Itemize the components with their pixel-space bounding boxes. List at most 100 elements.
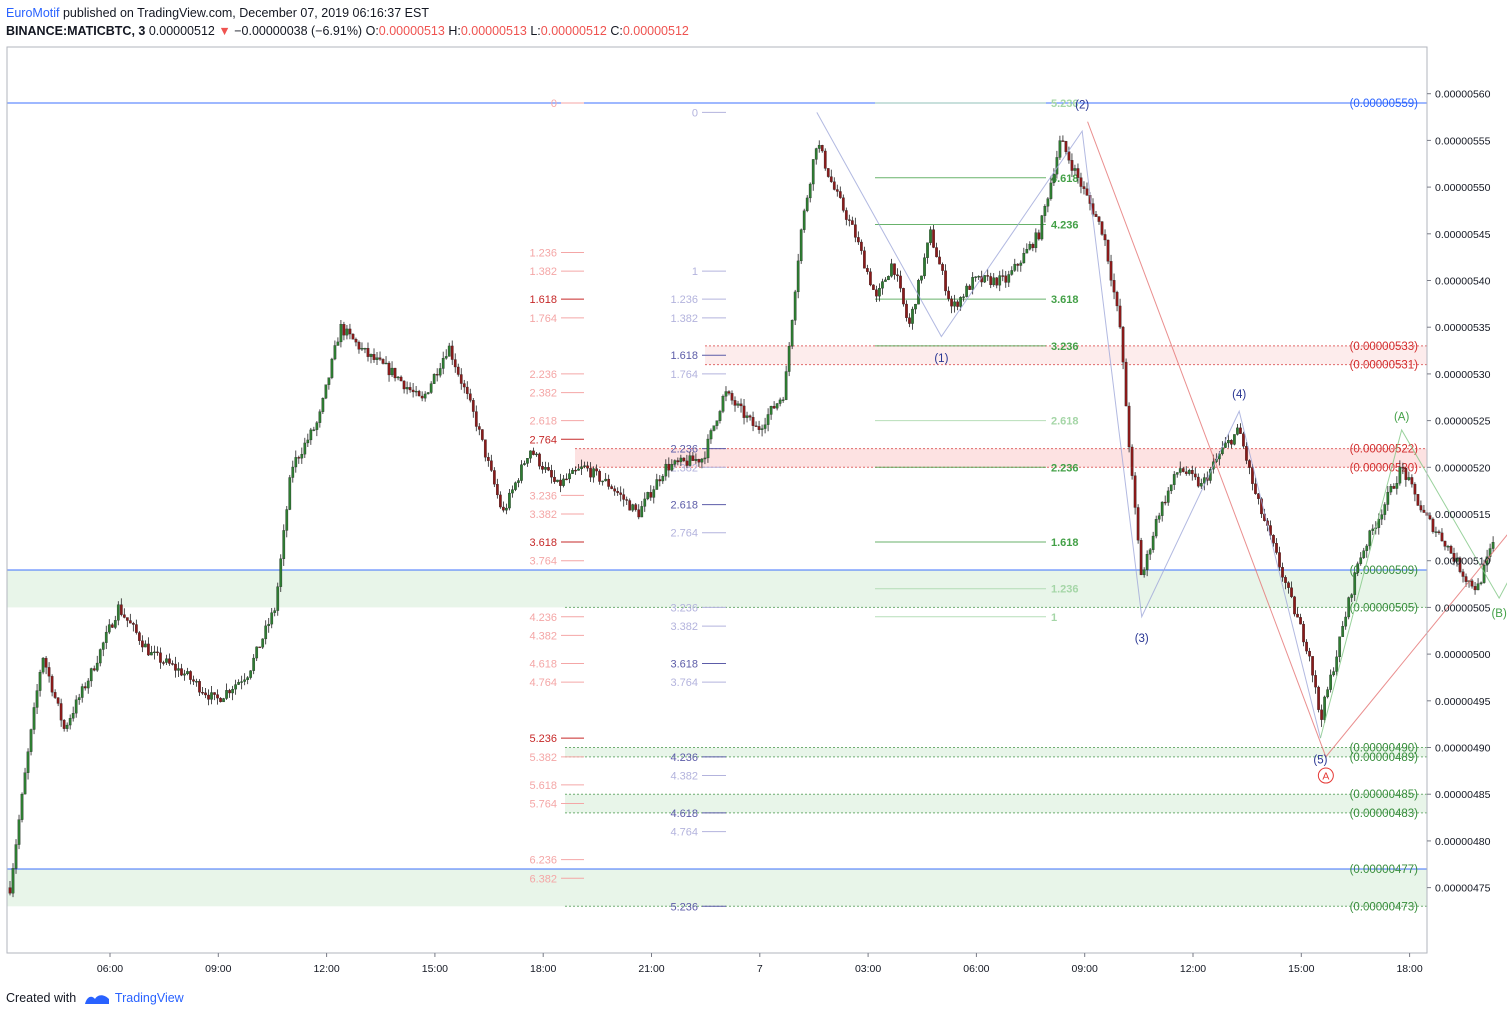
candle [1160,501,1164,522]
candle [841,194,845,213]
candle [796,253,800,299]
candle [823,148,827,171]
candle [17,814,21,850]
candle-body [1371,528,1375,531]
candle [968,284,972,291]
candle [1329,669,1333,693]
candle-body [820,145,824,152]
candle [962,293,965,302]
candle-body [1227,440,1230,444]
candle [122,608,126,619]
candle [444,349,448,360]
candle-body [333,345,337,360]
candle-body [745,415,749,418]
candle [183,669,186,681]
candle [1151,531,1155,553]
candle-body [757,426,761,430]
candle [793,289,797,326]
candle [1115,290,1119,312]
candle-body [1452,553,1456,562]
fib-blue-label-8: 2.618 [670,500,698,512]
fib-blue-label-11: 3.382 [670,621,698,633]
candle-body [315,422,319,430]
candle-body [1154,519,1158,537]
candle [348,323,352,340]
candle-body [769,405,773,415]
candle-body [1016,263,1020,266]
y-tick-label-5: 0.00000535 [1435,322,1491,334]
candle-body [252,657,256,671]
candle [736,400,740,408]
candle-body [29,729,33,752]
candle-body [1082,186,1086,189]
candle [763,417,767,434]
candle [20,792,24,823]
candle [1428,512,1432,521]
y-tick-label-10: 0.00000510 [1435,556,1491,568]
candle [1362,547,1366,560]
candle [622,488,626,507]
x-tick-label-2: 12:00 [313,963,339,975]
candle [778,397,782,407]
zone-4 [565,794,1427,813]
candle [505,503,508,515]
author-link[interactable]: EuroMotif [6,6,60,20]
zones-layer: (0.00000559) (0.00000533) (0.00000531) (0.0… [7,98,1427,913]
candle [327,377,331,390]
candle [465,381,469,400]
candle-body [1196,476,1200,487]
candle [688,451,692,467]
fib-blue-label-4: 1.618 [670,350,698,362]
candle [378,351,382,361]
candle-body [1449,546,1453,554]
candle [974,276,978,282]
candle [50,674,54,697]
candle [977,275,981,280]
candle [210,685,213,705]
candle-body [887,276,890,281]
candle-body [119,604,123,615]
tradingview-link[interactable]: TradingView [114,991,184,1005]
candle [697,458,701,467]
candle [1148,548,1152,560]
candle [1356,561,1360,577]
candle [381,358,385,365]
candle-body [956,301,959,307]
candle [1142,567,1146,578]
candle-body [1332,671,1336,676]
published-text: published on TradingView.com, December 0… [62,6,429,20]
candle [125,617,129,628]
candle [264,620,268,645]
candle-body [1067,151,1071,161]
candle [643,492,647,512]
candle-body [1064,141,1068,152]
y-tick-label-11: 0.00000505 [1435,602,1491,614]
candle [706,434,710,463]
candle [637,504,641,520]
candle [1293,595,1296,617]
candle [366,342,370,362]
candle-body [718,411,722,421]
candle-body [345,328,349,336]
candle-body [850,220,854,225]
candle [134,619,138,635]
candle [438,362,442,378]
candle-body [790,320,794,347]
candle [583,461,586,469]
candle [908,313,911,328]
candle-body [450,345,454,360]
candle [832,177,836,191]
candle [162,660,165,666]
candle-body [1428,515,1432,520]
candle [252,654,256,675]
candle [234,679,237,695]
candle [896,268,899,282]
candle-body [640,506,644,518]
candle [1275,538,1278,555]
candle [44,655,48,675]
candle [766,408,770,432]
candle [29,728,33,756]
candle-body [1422,509,1426,513]
candle [884,277,887,282]
